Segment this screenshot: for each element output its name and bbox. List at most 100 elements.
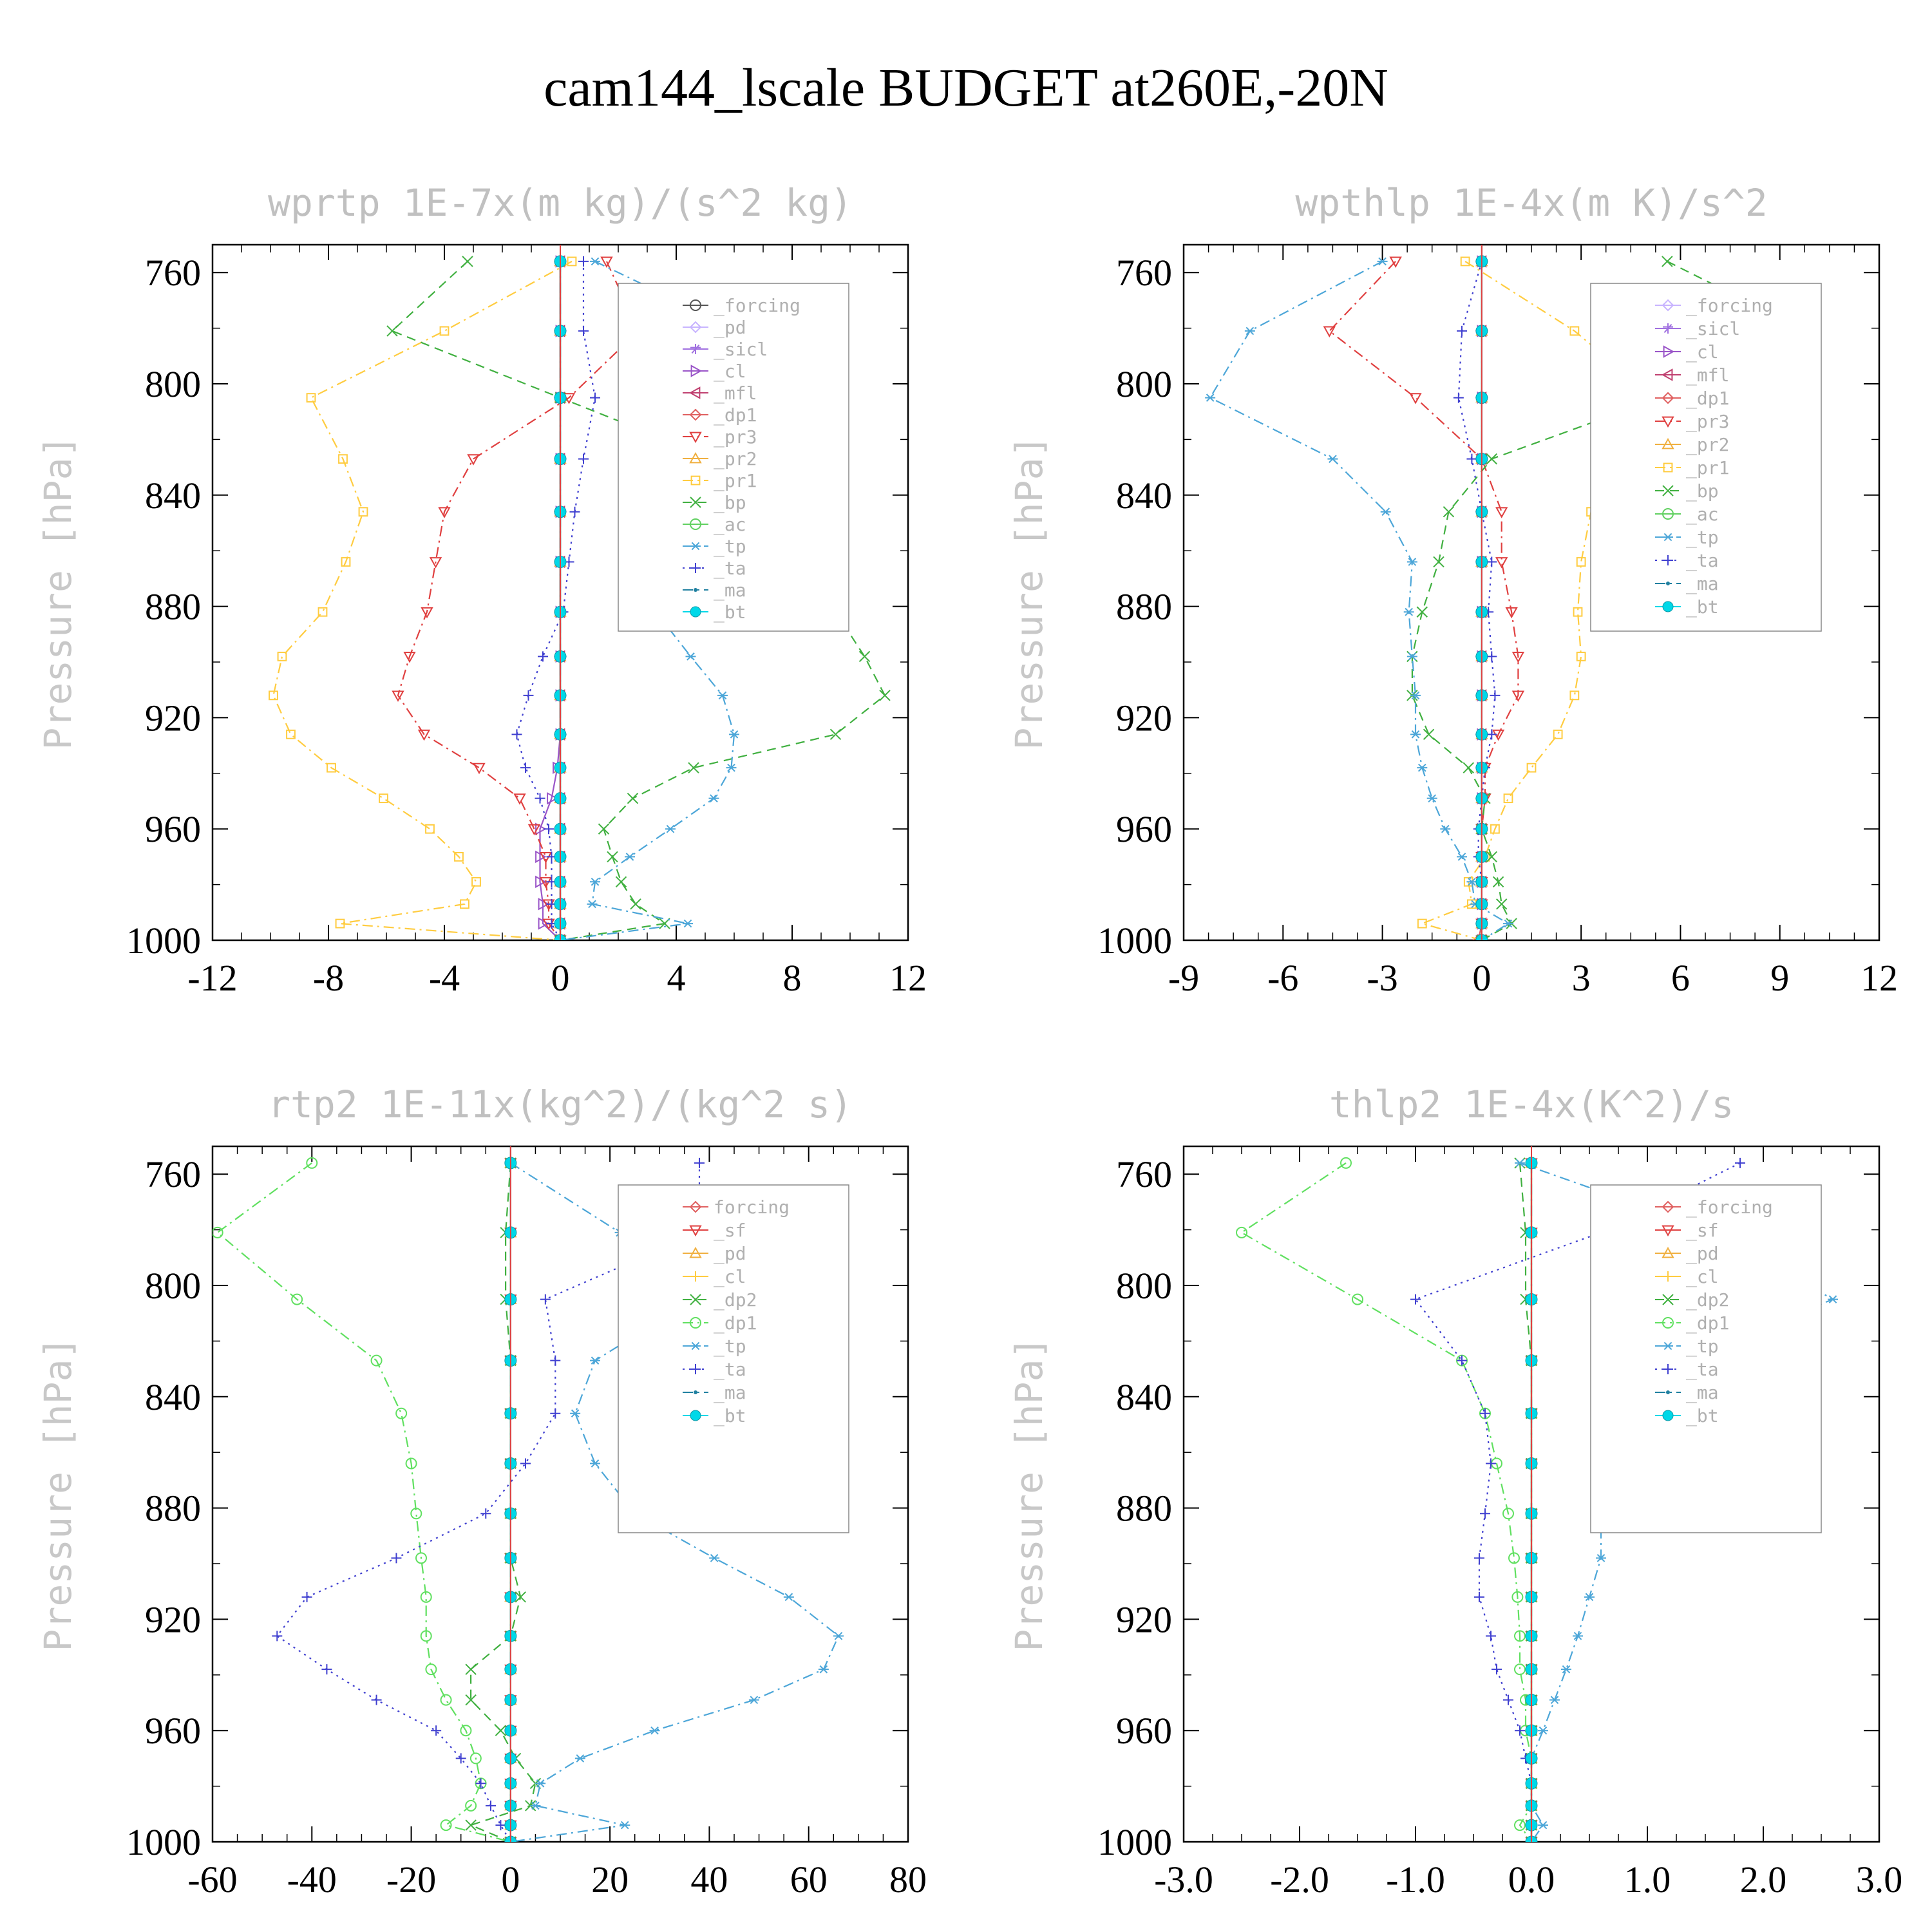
legend-marker (690, 1410, 701, 1421)
series-line-ta (516, 261, 596, 940)
series-line-pr3 (1328, 261, 1519, 940)
legend-marker (690, 1341, 701, 1350)
data-point-bp (829, 728, 842, 741)
data-point-tp (1457, 853, 1467, 861)
data-point-ta (1410, 1294, 1421, 1305)
data-point-bp (615, 876, 627, 887)
legend-marker (1662, 437, 1674, 450)
data-point-bp (879, 690, 891, 701)
panel-title: wprtp 1E-7x(m kg)/(s^2 kg) (268, 181, 853, 225)
data-point-pr1 (335, 918, 345, 929)
x-tick-label: -3.0 (1154, 1859, 1213, 1900)
legend-marker (690, 1294, 701, 1305)
data-point-pr3 (421, 607, 433, 619)
data-point-pr3 (513, 793, 526, 805)
chart-panel-2: wpthlp 1E-4x(m K)/s^2 Pressure [hPa] -9 -6 -… (1007, 181, 1898, 999)
data-point-tp (1403, 607, 1414, 616)
legend-label: _sicl (1686, 318, 1740, 340)
data-point-pr1 (286, 729, 296, 739)
data-point-pr1 (1553, 729, 1563, 739)
data-point-ta (1453, 392, 1464, 403)
legend-label: _forcing (714, 295, 800, 317)
data-point-dp2 (465, 1663, 477, 1675)
series-line-cl (539, 261, 562, 940)
data-point-dp2 (515, 1591, 526, 1603)
series-line-dp2 (468, 1162, 536, 1842)
data-point-tp (708, 794, 719, 802)
legend-box (618, 1184, 849, 1533)
data-point-pr1 (1503, 793, 1513, 804)
legend-box (618, 283, 849, 632)
data-point-tp (1406, 558, 1417, 566)
data-point-pr3 (438, 507, 451, 518)
legend-marker (689, 321, 702, 334)
data-point-pr3 (473, 762, 486, 775)
data-point-ta (1486, 1458, 1496, 1469)
data-point-bp (1662, 256, 1673, 267)
data-point-ta (520, 1458, 531, 1469)
data-point-tp (1573, 1632, 1583, 1640)
legend-marker (1662, 416, 1674, 428)
x-tick-label: -60 (187, 1859, 237, 1900)
data-point-tp (665, 824, 676, 833)
legend-label: _pr1 (1686, 457, 1729, 479)
legend-label: _ma (1686, 573, 1719, 595)
x-tick-label: -12 (187, 957, 237, 999)
series-line-ta (276, 1162, 701, 1842)
legend-label: _cl (714, 361, 746, 383)
y-tick-label: 880 (1116, 586, 1172, 628)
x-tick-label: 80 (889, 1859, 927, 1900)
data-point-bp (1433, 556, 1444, 568)
data-point-tp (1466, 877, 1477, 886)
y-tick-label: 960 (1116, 1710, 1172, 1752)
data-point-tp (1244, 327, 1255, 336)
data-point-pr3 (403, 651, 416, 663)
x-tick-label: -40 (287, 1859, 337, 1900)
data-point-pr1 (1573, 607, 1583, 617)
data-point-tp (649, 1726, 660, 1735)
x-tick-label: 12 (1861, 957, 1898, 999)
legend: forcing_sf_pd_cl_dp2_dp1_tp_ta_ma_bt (618, 1184, 849, 1533)
x-tick-label: -3 (1367, 957, 1397, 999)
x-tick-label: -2.0 (1270, 1859, 1329, 1900)
data-point-pr1 (327, 762, 336, 773)
data-point-dp2 (465, 1694, 477, 1706)
legend-label: _forcing (1686, 295, 1773, 317)
data-point-ta (523, 690, 534, 701)
data-point-ta (1503, 1694, 1513, 1705)
legend-label: _sicl (714, 339, 768, 361)
legend-label: _sf (1686, 1220, 1719, 1242)
data-point-tp (729, 730, 739, 739)
y-tick-label: 960 (145, 808, 201, 850)
data-point-tp (1596, 1554, 1606, 1562)
data-point-dp1 (370, 1354, 383, 1367)
data-point-ta (694, 1157, 705, 1168)
data-point-dp2 (495, 1725, 507, 1736)
y-tick-label: 1000 (126, 920, 201, 961)
data-point-pr3 (1505, 607, 1518, 619)
data-point-tp (1380, 507, 1391, 516)
data-point-pr1 (306, 393, 316, 403)
panel-title: rtp2 1E-11x(kg^2)/(kg^2 s) (268, 1083, 853, 1126)
legend-label: _dp1 (714, 404, 757, 426)
data-point-ta (550, 1355, 561, 1366)
x-tick-label: 6 (1671, 957, 1690, 999)
data-point-pr3 (392, 690, 404, 702)
series-line-tp (1209, 260, 1510, 940)
data-point-pr1 (269, 690, 278, 701)
legend-label: _bt (1686, 1405, 1719, 1427)
data-point-bp (1486, 851, 1497, 863)
data-point-tp (620, 1821, 630, 1830)
data-point-pr1 (567, 256, 577, 267)
legend-label: _dp1 (1686, 1312, 1729, 1334)
data-point-ta (475, 1778, 486, 1789)
data-point-dp1 (440, 1694, 452, 1706)
series-line-pr1 (272, 260, 573, 940)
x-tick-label: 40 (690, 1859, 728, 1900)
legend-label: _pd (714, 317, 746, 339)
data-point-dp1 (425, 1663, 437, 1676)
data-point-bp (858, 650, 871, 663)
legend-label: _forcing (1686, 1197, 1773, 1218)
data-point-dp1 (460, 1725, 472, 1737)
legend-marker (690, 606, 701, 618)
